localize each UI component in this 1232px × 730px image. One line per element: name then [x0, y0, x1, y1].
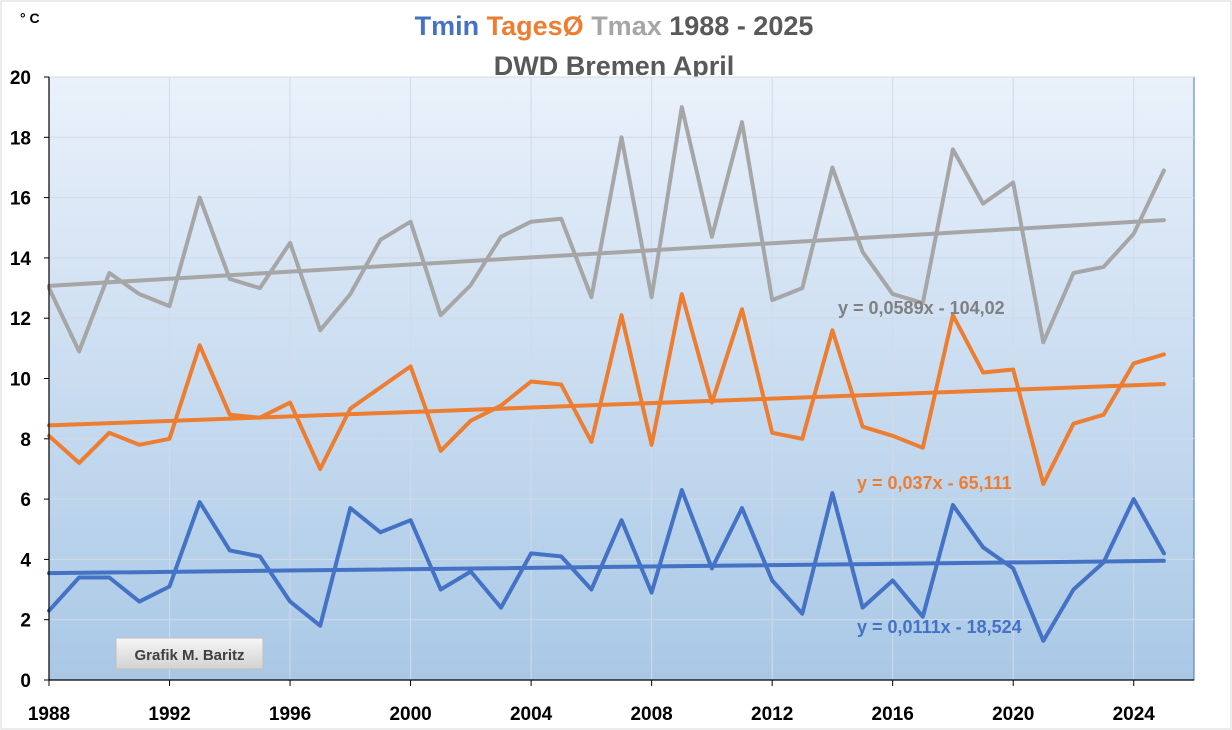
- chart-subtitle: DWD Bremen April: [494, 51, 735, 81]
- x-tick-label: 1992: [148, 704, 190, 725]
- trend-label-tmin: y = 0,0111x - 18,524: [857, 617, 1022, 637]
- trend-label-tmax: y = 0,0589x - 104,02: [838, 298, 1005, 318]
- y-tick-label: 14: [10, 249, 32, 270]
- y-tick-label: 10: [10, 370, 31, 391]
- title-tmin: Tmin: [415, 11, 480, 41]
- tick-labels: 0 2 4 6 8 10 12 14 16 18 20 1988 1992 1996 2000 2004 200…: [10, 68, 1155, 725]
- author-badge-text: Grafik M. Baritz: [134, 647, 244, 664]
- y-tick-label: 16: [10, 189, 31, 210]
- trendline-tagesmittel: [47, 382, 1166, 428]
- series-line-tmin: [47, 488, 1166, 643]
- y-tick-label: 20: [10, 68, 31, 89]
- x-tick-label: 2012: [751, 704, 793, 725]
- title-years: 1988 - 2025: [669, 11, 813, 41]
- y-tick-label: 2: [20, 611, 31, 632]
- y-tick-label: 4: [20, 550, 31, 571]
- trendlines: [47, 218, 1166, 576]
- series-line-tmax: [47, 105, 1166, 354]
- title-tmax: Tmax: [591, 11, 662, 41]
- x-tick-label: 1996: [269, 704, 311, 725]
- x-tick-label: 2020: [992, 704, 1034, 725]
- x-tick-label: 2008: [630, 704, 672, 725]
- data-series: [47, 105, 1166, 643]
- x-tick-label: 2024: [1113, 704, 1156, 725]
- y-tick-label: 0: [20, 671, 31, 692]
- trendline-tmin: [47, 558, 1166, 576]
- y-tick-label: 12: [10, 309, 31, 330]
- x-tick-label: 1988: [28, 704, 70, 725]
- author-badge: [115, 637, 264, 670]
- y-axis-unit-label: ° C: [20, 10, 40, 26]
- y-tick-label: 8: [20, 430, 31, 451]
- y-tick-label: 6: [20, 490, 31, 511]
- x-tick-label: 2000: [389, 704, 431, 725]
- title-tagesmittel: TagesØ: [487, 11, 584, 41]
- chart-title: Tmin TagesØ Tmax 1988 - 2025: [415, 11, 814, 41]
- y-tick-label: 18: [10, 128, 31, 149]
- x-tick-label: 2016: [872, 704, 914, 725]
- axes: [44, 76, 1194, 686]
- series-line-tagesmittel: [47, 292, 1166, 486]
- trend-label-tagesmittel: y = 0,037x - 65,111: [857, 473, 1012, 493]
- trendline-tmax: [47, 218, 1166, 288]
- x-tick-label: 2004: [510, 704, 553, 725]
